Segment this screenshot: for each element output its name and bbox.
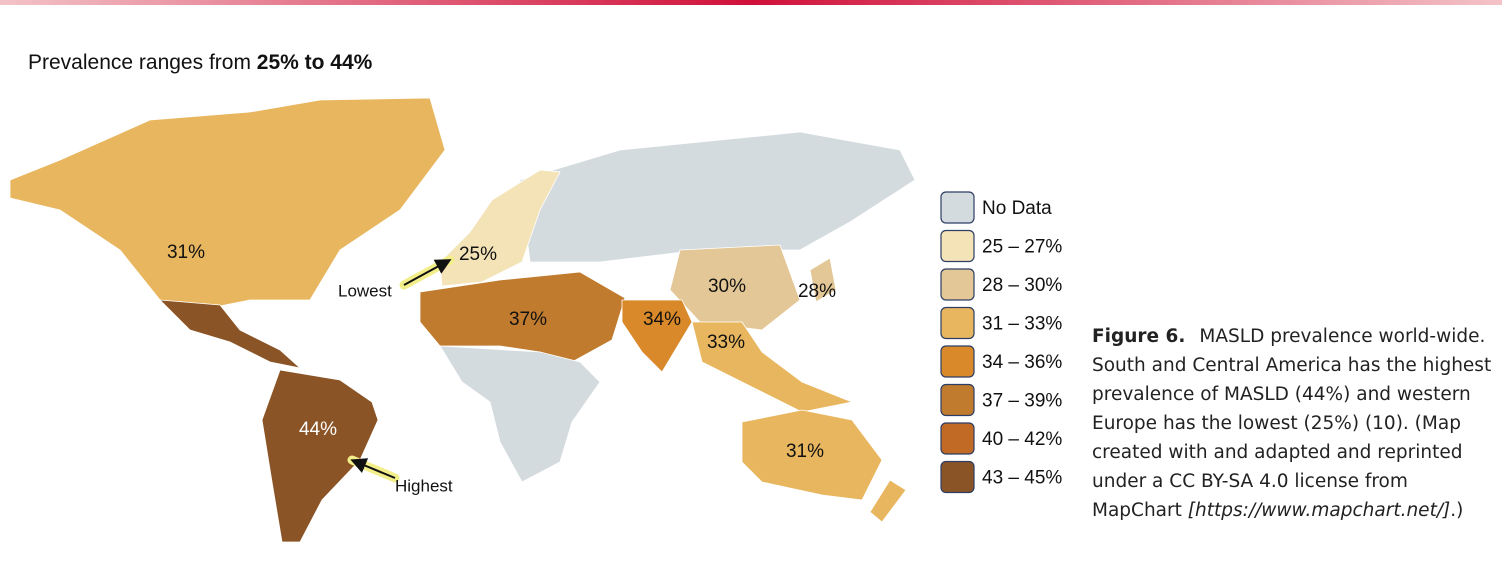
annotation-arrow xyxy=(350,458,396,479)
map-figure: Prevalence ranges from 25% to 44% 31% 25… xyxy=(9,51,1062,543)
legend-swatch xyxy=(940,460,975,494)
annotation: Lowest xyxy=(338,281,392,300)
legend-label: 43 – 45% xyxy=(982,468,1062,489)
region-label: 30% xyxy=(708,276,746,297)
map xyxy=(9,97,916,543)
caption-label: Figure 6. xyxy=(1092,326,1186,347)
legend-label: 28 – 30% xyxy=(982,275,1062,296)
title: Prevalence ranges from 25% to 44% xyxy=(28,51,373,74)
central-america xyxy=(158,299,302,369)
china xyxy=(669,244,801,331)
southeast-asia xyxy=(691,321,854,413)
legend-swatch xyxy=(940,268,975,301)
caption-text: MASLD prevalence world-wide. South and C… xyxy=(1092,326,1492,521)
region-label: 37% xyxy=(509,309,547,330)
caption: Figure 6. MASLD prevalence world-wide. So… xyxy=(1092,322,1497,525)
legend: No Data 25 – 27% 28 – 30% 31 – 33% 34 – 36% 3… xyxy=(940,191,1062,494)
map-labels: 31% 25% 30% 28% 37% 34% 33% 44% 31% xyxy=(167,242,836,462)
annotation-arrow xyxy=(403,259,452,286)
south-asia xyxy=(621,299,693,373)
legend-label: 37 – 39% xyxy=(982,391,1062,412)
legend-label: 34 – 36% xyxy=(982,352,1062,373)
legend-label: 25 – 27% xyxy=(982,237,1062,258)
region-label: 28% xyxy=(798,281,836,302)
region-label: 33% xyxy=(707,332,745,353)
region-label: 31% xyxy=(167,242,205,263)
legend-label: 31 – 33% xyxy=(982,314,1062,335)
annotation: Highest xyxy=(395,476,453,495)
legend-swatch xyxy=(940,345,975,378)
region-label: 31% xyxy=(786,441,824,462)
title-highlight: 25% to 44% xyxy=(257,51,373,74)
region-label: 34% xyxy=(643,309,681,330)
japan xyxy=(809,257,837,303)
legend-swatch xyxy=(940,306,975,340)
top-bar xyxy=(0,0,1502,5)
africa xyxy=(439,345,601,483)
caption-end: .) xyxy=(1450,500,1464,521)
legend-swatch xyxy=(940,422,975,455)
australia xyxy=(741,409,883,501)
russia xyxy=(519,131,916,263)
legend-label: No Data xyxy=(982,198,1052,219)
legend-label: 40 – 42% xyxy=(982,429,1062,450)
legend-swatch xyxy=(940,229,975,263)
caption-link: [https://www.mapchart.net/] xyxy=(1187,500,1451,521)
region-label: 44% xyxy=(299,419,337,440)
new-zealand xyxy=(869,479,907,523)
legend-swatch xyxy=(940,191,975,224)
legend-swatch xyxy=(940,383,975,417)
region-label: 25% xyxy=(459,244,497,265)
south-america xyxy=(261,369,379,543)
north-america xyxy=(9,97,446,311)
western-europe xyxy=(439,169,561,287)
title-text: Prevalence ranges from xyxy=(28,51,257,74)
